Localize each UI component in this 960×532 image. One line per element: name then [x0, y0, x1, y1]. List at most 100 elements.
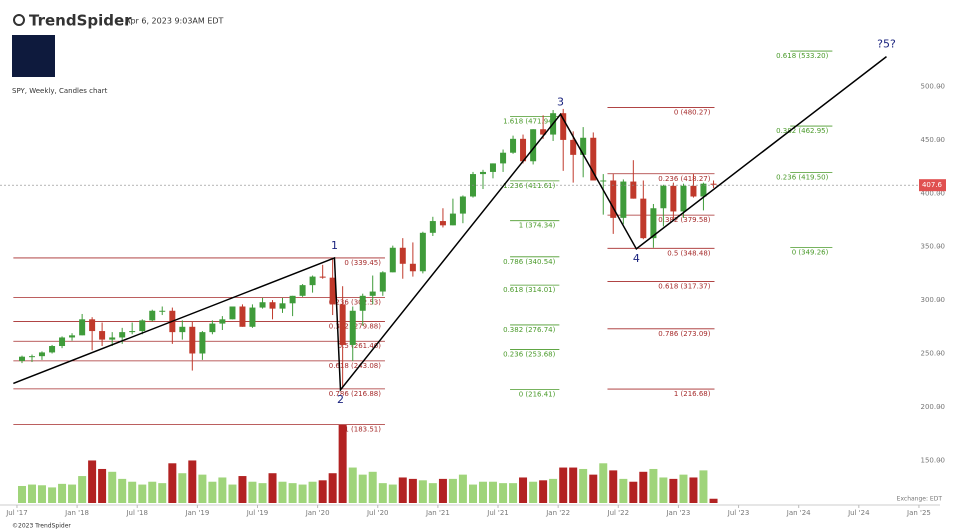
volume-bar	[218, 477, 227, 503]
candle-body	[640, 198, 647, 239]
x-tick-label: Jul '20	[366, 509, 389, 517]
x-tick-label: Jan '20	[305, 509, 330, 517]
candle-body	[289, 295, 296, 304]
y-tick-label: 500.00	[921, 83, 946, 91]
y-tick-label: 450.00	[921, 136, 946, 144]
candle-body	[500, 152, 507, 164]
candle-body	[690, 185, 697, 197]
timestamp: Apr 6, 2023 9:03AM EDT	[125, 17, 224, 26]
fib-label: 0 (216.41)	[519, 390, 556, 398]
x-tick-label: Jul '21	[486, 509, 509, 517]
wave-label: ?5?	[877, 38, 896, 51]
candle-body	[520, 138, 527, 162]
volume-bar	[68, 484, 77, 503]
candle-body	[540, 129, 547, 135]
logo: TrendSpider	[13, 12, 132, 30]
volume-bar	[338, 425, 347, 503]
x-tick-label: Jan '23	[665, 509, 690, 517]
candle-body	[79, 319, 86, 336]
volume-bar	[458, 474, 467, 503]
fib-label: 0.382 (379.58)	[658, 216, 710, 224]
fib-label: 0.5 (261.46)	[338, 342, 382, 350]
volume-bar	[298, 484, 307, 503]
volume-bar	[408, 478, 417, 503]
candle-body	[239, 306, 246, 327]
volume-bar	[559, 467, 568, 503]
x-tick-label: Jul '24	[847, 509, 870, 517]
candle-body	[389, 247, 396, 273]
volume-bar	[549, 478, 558, 503]
y-tick-label: 250.00	[921, 349, 946, 357]
volume-bar	[669, 478, 678, 503]
x-tick-label: Jan '18	[64, 509, 89, 517]
chart-label: SPY, Weekly, Candles chart	[12, 87, 108, 95]
fib-label: 1.236 (411.61)	[503, 182, 555, 190]
copyright: ©2023 TrendSpider	[12, 523, 71, 530]
x-tick-label: Jan '22	[545, 509, 570, 517]
y-tick-label: 150.00	[921, 456, 946, 464]
volume-bar	[689, 477, 698, 503]
volume-bar	[198, 474, 207, 503]
volume-bar	[148, 481, 157, 503]
x-tick-label: Jan '25	[906, 509, 931, 517]
volume-bar	[78, 476, 87, 503]
volume-bar	[398, 477, 407, 503]
exchange: Exchange: EDT	[897, 496, 943, 503]
candle-body	[419, 232, 426, 272]
volume-bar	[478, 481, 487, 503]
fib-label: 0.786 (340.54)	[503, 258, 555, 266]
volume-bar	[639, 471, 648, 503]
x-tick-label: Jul '22	[607, 509, 630, 517]
x-tick-label: Jan '19	[184, 509, 209, 517]
volume-bar	[188, 460, 197, 503]
x-tick-label: Jul '23	[727, 509, 750, 517]
candle-body	[660, 185, 667, 209]
y-tick-label: 350.00	[921, 243, 946, 251]
candle-body	[219, 319, 226, 324]
candle-body	[620, 181, 627, 218]
candle-body	[109, 337, 116, 340]
volume-bar	[418, 480, 427, 503]
candle-body	[650, 208, 657, 239]
x-tick-label: Jan '24	[786, 509, 811, 517]
volume-bar	[48, 487, 57, 503]
volume-bar	[539, 480, 548, 503]
candle-body	[309, 276, 316, 286]
volume-bar	[569, 467, 578, 503]
volume-bar	[128, 481, 137, 503]
x-tick-label: Jul '18	[125, 509, 148, 517]
wave-label: 3	[557, 95, 564, 108]
volume-bar	[609, 470, 618, 503]
fib-label: 0.618 (317.37)	[658, 283, 710, 291]
fib-label: 0.786 (216.88)	[329, 390, 381, 398]
volume-bar	[438, 478, 447, 503]
candle-body	[530, 129, 537, 162]
fib-label: 1 (216.68)	[674, 390, 711, 398]
candle-body	[510, 138, 517, 153]
candle-body	[449, 213, 456, 226]
volume-bar	[228, 484, 237, 503]
fib-label: 0 (480.27)	[674, 109, 711, 117]
volume-bar	[358, 474, 367, 503]
candle-body	[119, 332, 126, 338]
candle-body	[429, 221, 436, 233]
candle-body	[189, 326, 196, 354]
candle-body	[489, 163, 496, 172]
volume-bar	[308, 481, 317, 503]
candle-body	[399, 247, 406, 264]
volume-bar	[58, 483, 67, 503]
candle-body	[459, 196, 466, 214]
candle-body	[209, 323, 216, 333]
fib-label: 0.382 (276.74)	[503, 326, 555, 334]
volume-bar	[499, 483, 508, 503]
fib-label: 0.236 (253.68)	[503, 351, 555, 359]
candle-body	[159, 310, 166, 312]
fib-label: 0.618 (243.08)	[329, 362, 381, 370]
volume-bar	[488, 481, 497, 503]
volume-bar	[619, 478, 628, 503]
candle-body	[570, 139, 577, 155]
fib-label: 0.618 (533.20)	[776, 52, 828, 60]
x-tick-label: Jan '21	[425, 509, 450, 517]
volume-bar	[679, 474, 688, 503]
volume-bar	[428, 483, 437, 503]
